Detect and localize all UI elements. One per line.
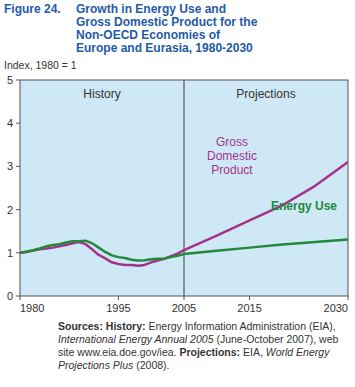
plot-background <box>20 80 348 296</box>
y-tick-label: 1 <box>7 247 13 259</box>
series-group <box>20 162 348 266</box>
source-part: (2008). <box>133 359 169 371</box>
source-part: EIA, <box>243 346 266 358</box>
series-label-line: Domestic <box>207 149 257 163</box>
region-label: Projections <box>236 87 295 101</box>
y-tick-label: 3 <box>7 160 13 172</box>
plot-frame <box>20 80 348 296</box>
region-label: History <box>83 87 120 101</box>
y-tick <box>16 296 20 297</box>
y-tick-label: 2 <box>7 204 13 216</box>
source-part: Energy Information Administration (EIA), <box>148 320 335 332</box>
y-tick <box>16 80 20 81</box>
x-tick-label: 2005 <box>172 302 196 314</box>
series-label-line: Gross <box>216 135 248 149</box>
series-line <box>20 239 348 260</box>
series-label-line: Product <box>211 163 253 177</box>
series-label-line: Energy Use <box>271 199 337 213</box>
source-part: History: <box>106 320 149 332</box>
y-tick <box>16 123 20 124</box>
x-tick-label: 2030 <box>324 302 348 314</box>
x-tick <box>348 296 349 300</box>
x-tick <box>249 296 250 300</box>
x-tick <box>184 296 185 300</box>
y-axis-label: Index, 1980 = 1 <box>4 59 77 71</box>
title: Growth in Energy Use and Gross Domestic … <box>76 3 261 55</box>
y-tick <box>16 166 20 167</box>
y-tick-label: 0 <box>7 290 13 302</box>
header: Figure 24.Growth in Energy Use and Gross… <box>4 3 349 55</box>
x-tick-label: 1980 <box>20 302 44 314</box>
x-tick <box>118 296 119 300</box>
source-part: International Energy Annual 2005 <box>58 333 213 345</box>
x-tick-label: 2015 <box>237 302 261 314</box>
series-label: GrossDomesticProduct <box>207 135 257 177</box>
region-divider <box>183 80 184 296</box>
source: Sources: History: Energy Information Adm… <box>58 320 352 372</box>
y-tick-label: 5 <box>7 74 13 86</box>
x-tick <box>20 296 21 300</box>
y-tick <box>16 252 20 253</box>
source-part: Projections: <box>179 346 243 358</box>
y-tick <box>16 209 20 210</box>
figure-label: Figure 24. <box>4 3 76 55</box>
chart: History Projections 0 1 2 3 4 5 1980 1995 2005 2015… <box>0 0 355 387</box>
series-label: Energy Use <box>271 199 337 213</box>
source-part: Sources: <box>58 320 106 332</box>
y-tick-label: 4 <box>7 117 13 129</box>
series-line <box>20 162 348 266</box>
x-tick-label: 1995 <box>106 302 130 314</box>
